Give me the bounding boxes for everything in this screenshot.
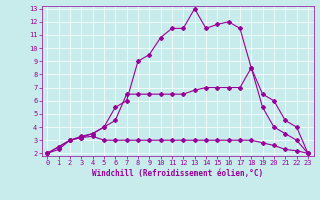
- X-axis label: Windchill (Refroidissement éolien,°C): Windchill (Refroidissement éolien,°C): [92, 169, 263, 178]
